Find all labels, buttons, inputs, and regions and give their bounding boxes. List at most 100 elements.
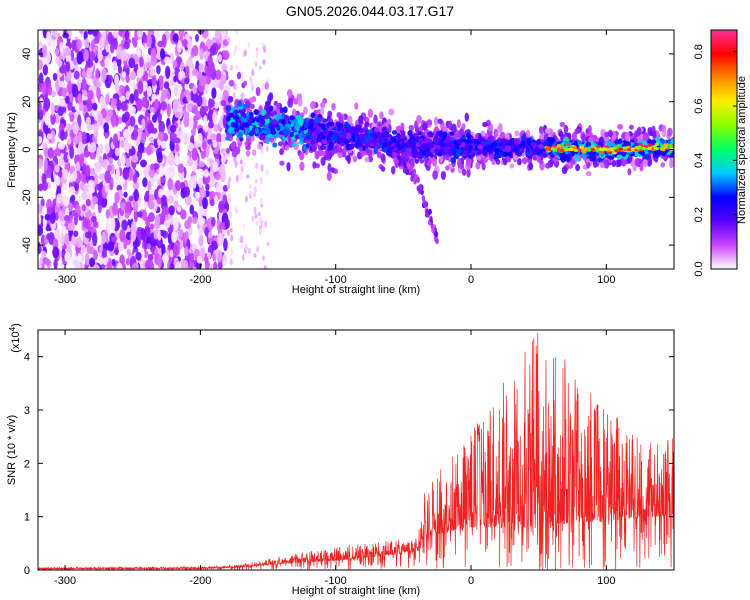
spectrogram-cell [188, 176, 195, 190]
spectrogram-cell [54, 164, 60, 173]
spectrogram-cell [310, 139, 316, 145]
spectrogram-cell [516, 157, 522, 166]
spectrogram-cell [58, 210, 65, 222]
spectrogram-cell [337, 151, 343, 159]
spectrogram-cell [185, 65, 190, 78]
spectrogram-cell [50, 90, 57, 98]
spectrogram-cell [574, 156, 580, 162]
spectrogram-cell [173, 84, 179, 97]
spectrogram-cell [338, 130, 344, 135]
spectrogram-cell [101, 248, 107, 258]
spectrogram-cell [143, 194, 149, 202]
spectrogram-cell [167, 231, 173, 245]
spectrogram-cell [199, 247, 206, 261]
spectrogram-cell [217, 91, 222, 102]
spectrogram-cell [127, 143, 133, 150]
spectrogram-cell [120, 101, 127, 111]
spectrogram-cell [390, 165, 396, 175]
spectrogram-cell [279, 160, 285, 166]
spectrogram-cell [331, 102, 336, 111]
spectrogram-cell [418, 139, 423, 147]
spectrogram-cell [142, 209, 147, 222]
spectrogram-cell [95, 81, 102, 88]
spectrogram-cell [95, 68, 100, 80]
spectrogram-cell [243, 80, 248, 86]
spectrogram-cell [96, 87, 101, 100]
spectrogram-cell [74, 102, 80, 111]
spectrogram-cell [83, 105, 88, 113]
spectrogram-cell [59, 129, 65, 142]
spectrogram-cell [198, 207, 204, 217]
spectrogram-cell [408, 124, 415, 131]
spectrogram-cell [72, 83, 79, 98]
spectrogram-cell [81, 191, 88, 201]
spectrogram-cell [81, 131, 87, 145]
spectrogram-cell [254, 109, 259, 115]
spectrogram-cell [172, 244, 179, 257]
spectrogram-cell [41, 81, 47, 96]
spectrogram-cell [67, 80, 73, 95]
spectrogram-cell [227, 36, 231, 43]
spectrogram-cell [58, 80, 66, 88]
spectrogram-cell [314, 116, 322, 124]
spectrogram-cell [272, 133, 279, 139]
spectrogram-cell [112, 202, 118, 216]
spectrogram-cell [60, 233, 65, 247]
spectrogram-cell [668, 143, 673, 147]
spectrogram-cell [50, 129, 56, 143]
spectrogram-cell [149, 106, 155, 113]
spectrogram-cell [73, 70, 80, 80]
spectrogram-cell [114, 247, 119, 256]
spectrogram-cell [57, 141, 65, 150]
spectrogram-cell [520, 140, 526, 147]
spectrogram-cell [340, 141, 345, 147]
spectrogram-cell [83, 48, 89, 62]
spectrogram-cell [626, 141, 631, 146]
spectrogram-cell [316, 109, 322, 115]
spectrogram-marks [38, 30, 674, 269]
spectrogram-cell [608, 155, 615, 160]
spectrogram-cell [207, 55, 213, 67]
spectrogram-cell [77, 93, 83, 104]
spectrogram-cell [424, 211, 429, 218]
spectrogram-cell [137, 143, 145, 154]
spectrogram-cell [327, 133, 333, 138]
spectrogram-cell [89, 167, 96, 175]
spectrogram-cell [199, 105, 206, 118]
spectrogram-cell [258, 216, 262, 223]
spectrogram-cell [369, 138, 376, 144]
spectrogram-cell [121, 51, 129, 62]
spectrogram-cell [182, 38, 188, 48]
spectrogram-cell [476, 155, 482, 161]
spectrogram-cell [233, 116, 240, 121]
spectrogram-cell [142, 177, 148, 188]
spectrogram-cell [457, 148, 463, 153]
spectrogram-cell [294, 123, 300, 131]
spectrogram-cell [93, 178, 99, 186]
spectrogram-cell [249, 76, 253, 83]
spectrogram-cell [192, 104, 198, 115]
spectrogram-cell [244, 127, 251, 134]
spectrogram-cell [104, 170, 111, 184]
spectrogram-cell [558, 130, 564, 138]
spectrogram-cell [163, 219, 171, 229]
spectrogram-cell [239, 172, 243, 180]
spectrogram-cell [310, 100, 316, 110]
spectrogram-cell [575, 164, 581, 172]
spectrogram-cell [284, 144, 290, 151]
spectrogram-cell [251, 215, 255, 222]
spectrogram-cell [338, 133, 344, 139]
spectrogram-cell [335, 121, 341, 127]
spectrogram-cell [411, 149, 418, 155]
spectrogram-cell [214, 102, 219, 109]
spectrogram-cell [46, 31, 51, 43]
spectrogram-cell [42, 64, 49, 76]
spectrogram-cell [143, 34, 148, 44]
spectrogram-cell [621, 133, 626, 140]
spectrogram-cell [647, 138, 652, 145]
spectrogram-cell [73, 230, 79, 238]
spectrogram-cell [538, 144, 545, 150]
spectrogram-cell [89, 151, 97, 160]
spectrogram-cell [431, 227, 435, 234]
